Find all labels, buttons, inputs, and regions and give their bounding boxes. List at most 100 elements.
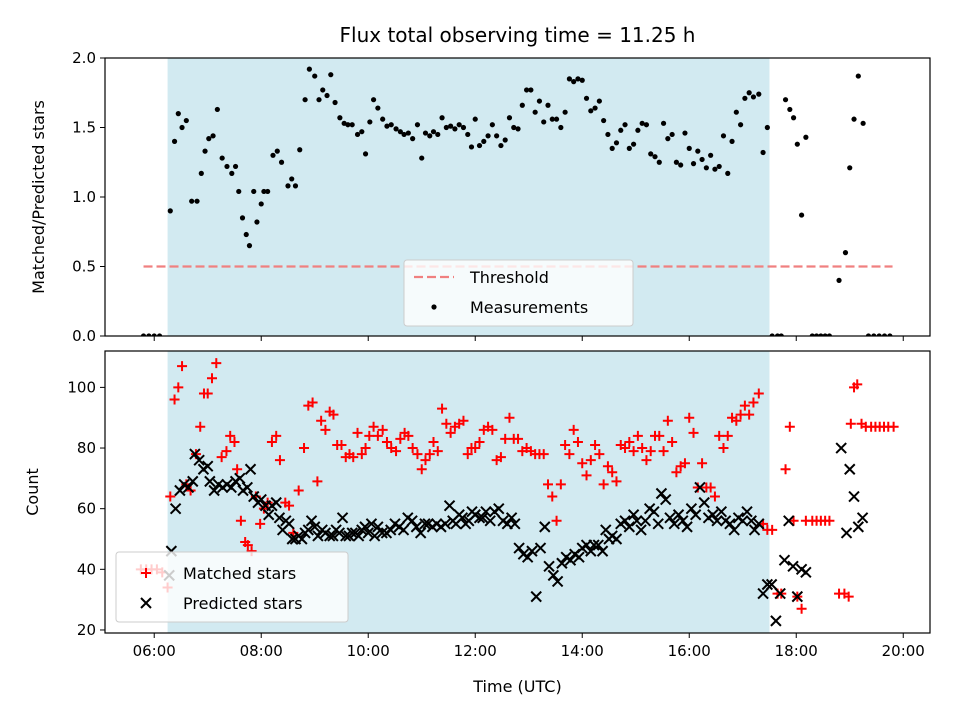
point-x bbox=[610, 533, 623, 545]
point-dot bbox=[312, 73, 318, 79]
point-x bbox=[234, 472, 246, 485]
point-dot bbox=[618, 127, 624, 133]
point-dot bbox=[328, 72, 334, 78]
point-x bbox=[856, 512, 869, 524]
point-plus bbox=[560, 440, 571, 450]
x-tick-label: 06:00 bbox=[133, 642, 176, 660]
point-plus bbox=[796, 603, 807, 614]
point-x bbox=[372, 521, 384, 533]
point-plus bbox=[628, 446, 639, 457]
point-x bbox=[521, 551, 534, 563]
point-x bbox=[406, 515, 418, 527]
point-plus bbox=[207, 373, 218, 384]
point-plus bbox=[547, 491, 558, 502]
point-dot bbox=[476, 142, 483, 149]
point-x bbox=[352, 530, 365, 542]
point-dot bbox=[206, 136, 212, 142]
point-dot bbox=[515, 126, 521, 132]
point-dot bbox=[156, 333, 163, 336]
point-dot bbox=[224, 163, 230, 170]
point-x bbox=[835, 442, 847, 454]
point-dot bbox=[202, 148, 208, 154]
point-x bbox=[346, 527, 358, 539]
point-plus bbox=[169, 394, 180, 405]
point-dot bbox=[401, 131, 407, 138]
point-plus bbox=[564, 449, 575, 460]
point-dot bbox=[729, 138, 735, 144]
point-dot bbox=[337, 115, 343, 121]
point-x bbox=[204, 475, 216, 488]
point-x bbox=[664, 512, 676, 524]
point-plus bbox=[372, 430, 383, 441]
point-x bbox=[244, 463, 257, 475]
point-dot bbox=[452, 126, 458, 132]
point-dot bbox=[826, 333, 833, 336]
point-dot bbox=[324, 92, 330, 99]
point-x bbox=[648, 506, 660, 518]
point-dot bbox=[708, 152, 714, 158]
point-plus bbox=[424, 449, 435, 460]
point-dot bbox=[384, 123, 390, 129]
point-dot bbox=[481, 138, 487, 144]
legend-measurements-label: Measurements bbox=[470, 298, 588, 317]
x-tick-label: 20:00 bbox=[882, 642, 925, 660]
point-x bbox=[800, 566, 812, 579]
point-plus bbox=[412, 449, 423, 460]
point-dot bbox=[435, 131, 441, 138]
point-dot bbox=[380, 116, 386, 122]
legend-box bbox=[403, 259, 634, 327]
point-x bbox=[273, 512, 286, 524]
point-dot bbox=[790, 115, 797, 121]
point-x bbox=[340, 530, 352, 542]
point-dot bbox=[579, 77, 585, 83]
point-plus bbox=[722, 430, 733, 441]
point-x bbox=[757, 587, 769, 600]
point-plus bbox=[824, 515, 835, 526]
point-dot bbox=[140, 333, 147, 336]
point-dot bbox=[699, 156, 705, 163]
point-x bbox=[677, 515, 689, 527]
point-x bbox=[672, 509, 685, 521]
point-plus bbox=[594, 449, 605, 460]
point-dot bbox=[506, 115, 513, 121]
point-plus bbox=[598, 479, 609, 490]
point-plus bbox=[403, 430, 414, 441]
point-x bbox=[551, 575, 564, 588]
point-x bbox=[631, 515, 643, 527]
legend: Matched stars Predicted stars bbox=[115, 551, 349, 623]
x-tick-label: 10:00 bbox=[347, 642, 390, 660]
bottom-panel: 06:00 08:00 10:00 12:00 14:00 16:00 18:00 20:00… bbox=[67, 350, 931, 660]
point-x bbox=[728, 524, 740, 536]
point-dot bbox=[349, 122, 355, 128]
point-plus bbox=[739, 400, 750, 411]
point-x bbox=[419, 518, 431, 530]
point-dot bbox=[370, 97, 377, 103]
point-dot bbox=[427, 133, 433, 139]
point-plus bbox=[307, 397, 318, 408]
point-dot bbox=[553, 116, 560, 122]
point-dot bbox=[261, 188, 267, 195]
point-dot bbox=[292, 183, 299, 189]
point-x bbox=[698, 496, 710, 509]
point-dot bbox=[690, 161, 697, 167]
point-x bbox=[376, 527, 388, 539]
point-dot bbox=[648, 151, 654, 157]
point-plus bbox=[428, 436, 439, 447]
point-dot bbox=[443, 124, 449, 131]
point-dot bbox=[251, 188, 257, 195]
point-x bbox=[296, 533, 308, 545]
point-dot bbox=[842, 250, 849, 256]
point-plus bbox=[420, 455, 431, 466]
point-x bbox=[263, 509, 275, 521]
point-x bbox=[509, 518, 521, 530]
y-tick-label: 60 bbox=[77, 500, 96, 518]
point-plus bbox=[474, 436, 485, 447]
point-dot bbox=[860, 120, 866, 126]
legend-box bbox=[115, 551, 349, 623]
point-x bbox=[270, 496, 282, 509]
point-x bbox=[333, 527, 346, 539]
point-dot bbox=[588, 108, 594, 114]
point-plus bbox=[312, 476, 323, 487]
point-dot bbox=[712, 166, 718, 172]
point-plus bbox=[714, 430, 725, 441]
